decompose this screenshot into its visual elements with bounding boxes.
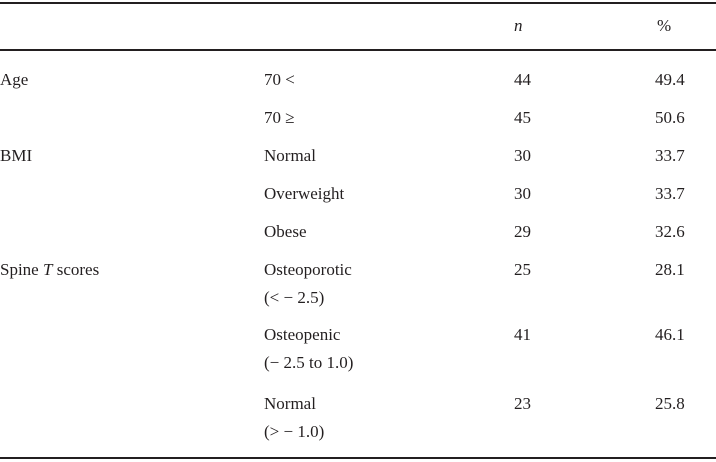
header-percent: % xyxy=(657,16,672,35)
n-value: 45 xyxy=(514,108,531,127)
top-rule xyxy=(0,2,716,4)
percent-value: 46.1 xyxy=(655,325,685,344)
n-value: 25 xyxy=(514,260,531,279)
category-bmi-normal: Normal xyxy=(264,146,316,165)
category-osteopenic-range: (− 2.5 to 1.0) xyxy=(264,353,354,372)
category-osteoporotic-range: (< − 2.5) xyxy=(264,288,325,307)
category-osteopenic: Osteopenic xyxy=(264,325,341,344)
category-bmi-obese: Obese xyxy=(264,222,307,241)
variable-suffix: scores xyxy=(52,260,100,279)
variable-prefix: Spine xyxy=(0,260,43,279)
n-value: 29 xyxy=(514,222,531,241)
percent-value: 32.6 xyxy=(655,222,685,241)
percent-value: 49.4 xyxy=(655,70,685,89)
n-value: 30 xyxy=(514,184,531,203)
percent-value: 33.7 xyxy=(655,146,685,165)
variable-spine-t-scores: Spine T scores xyxy=(0,258,99,282)
header-n: n xyxy=(514,16,523,35)
category-spine-normal-range: (> − 1.0) xyxy=(264,422,325,441)
percent-value: 28.1 xyxy=(655,260,685,279)
variable-bmi: BMI xyxy=(0,146,33,165)
variable-italic-t: T xyxy=(42,260,53,279)
category-bmi-overweight: Overweight xyxy=(264,184,345,203)
variable-age: Age xyxy=(0,70,29,89)
percent-value: 50.6 xyxy=(655,108,685,127)
n-value: 23 xyxy=(514,394,531,413)
percent-value: 33.7 xyxy=(655,184,685,203)
category-osteoporotic: Osteoporotic xyxy=(264,260,352,279)
header-rule xyxy=(0,49,716,51)
percent-value: 25.8 xyxy=(655,394,685,413)
category-spine-normal: Normal xyxy=(264,394,316,413)
n-value: 30 xyxy=(514,146,531,165)
n-value: 44 xyxy=(514,70,531,89)
category-age-70-plus: 70 ≥ xyxy=(264,108,295,127)
n-value: 41 xyxy=(514,325,531,344)
category-age-under-70: 70 < xyxy=(264,70,295,89)
bottom-rule xyxy=(0,457,716,459)
